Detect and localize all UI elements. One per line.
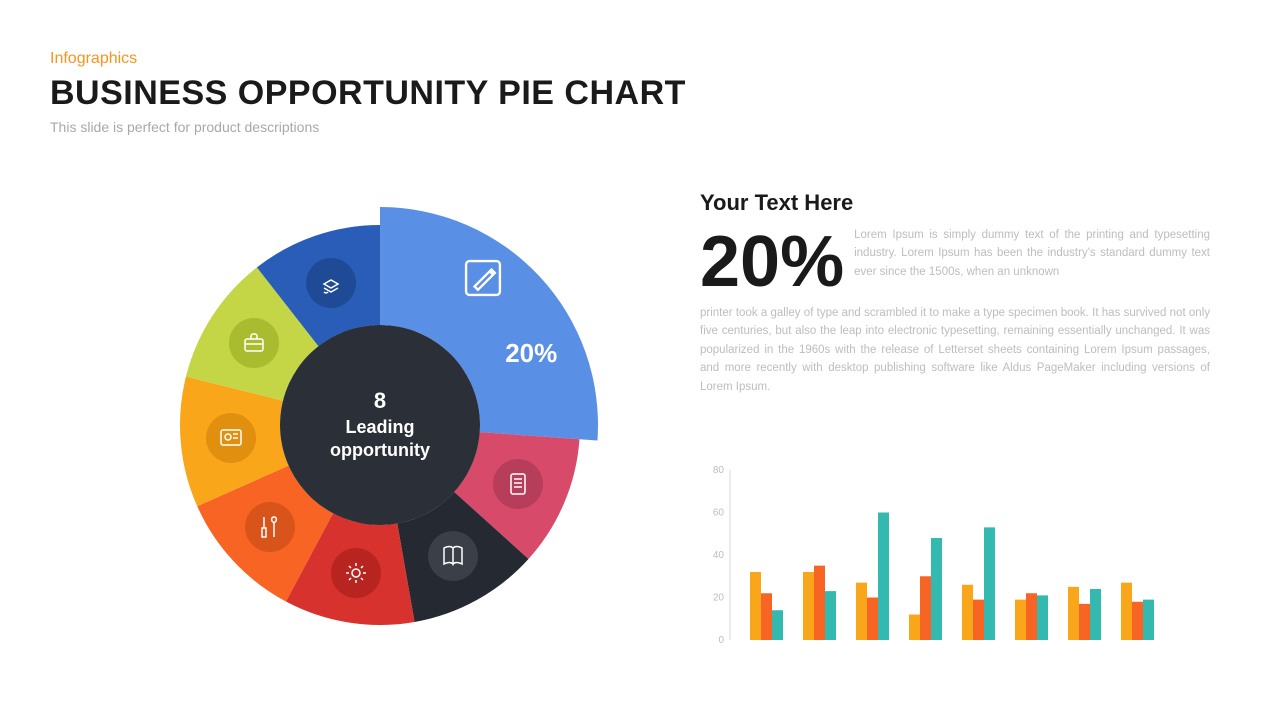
bar-chart: 0 20 40 60 80: [700, 460, 1210, 660]
bar: [973, 600, 984, 640]
bar: [1037, 595, 1048, 640]
pie-highlight-pct: 20%: [505, 338, 557, 369]
center-label-2: opportunity: [330, 439, 430, 462]
big-percentage: 20%: [700, 226, 844, 298]
bar: [878, 513, 889, 641]
book-icon: [428, 531, 478, 581]
bar: [962, 585, 973, 640]
bar: [1068, 587, 1079, 640]
dashboard-icon: [206, 413, 256, 463]
page-title: BUSINESS OPPORTUNITY PIE CHART: [50, 74, 1280, 113]
bar: [1026, 593, 1037, 640]
bar: [909, 615, 920, 641]
bar: [1079, 604, 1090, 640]
bar: [750, 572, 761, 640]
center-number: 8: [374, 387, 386, 416]
pie-center: 8 Leading opportunity: [280, 325, 480, 525]
document-icon: [493, 459, 543, 509]
bar: [1132, 602, 1143, 640]
pencil-icon: [461, 256, 505, 305]
right-paragraph-2: printer took a galley of type and scramb…: [700, 304, 1210, 396]
bar-ytick: 80: [713, 465, 725, 476]
right-paragraph-1: Lorem Ipsum is simply dummy text of the …: [854, 226, 1210, 298]
bar: [761, 593, 772, 640]
bar: [984, 527, 995, 640]
header: Infographics BUSINESS OPPORTUNITY PIE CH…: [0, 0, 1280, 135]
bar: [814, 566, 825, 640]
bar: [856, 583, 867, 640]
bar: [920, 576, 931, 640]
bar: [1121, 583, 1132, 640]
bar: [803, 572, 814, 640]
bar-ytick: 60: [713, 508, 725, 519]
bar: [1143, 600, 1154, 640]
bar-ytick: 40: [713, 550, 725, 561]
pie-chart: 8 Leading opportunity 20%: [140, 185, 620, 665]
bar: [772, 610, 783, 640]
right-column: Your Text Here 20% Lorem Ipsum is simply…: [700, 190, 1210, 396]
layers-icon: [306, 258, 356, 308]
bar-ytick: 20: [713, 593, 725, 604]
bar: [1090, 589, 1101, 640]
page-subtitle: This slide is perfect for product descri…: [50, 119, 1280, 135]
center-label-1: Leading: [345, 416, 414, 439]
right-heading: Your Text Here: [700, 190, 1210, 216]
bar: [1015, 600, 1026, 640]
category-label: Infographics: [50, 50, 1280, 68]
bar: [931, 538, 942, 640]
bar: [825, 591, 836, 640]
bar: [867, 598, 878, 641]
bar-ytick: 0: [718, 635, 724, 646]
